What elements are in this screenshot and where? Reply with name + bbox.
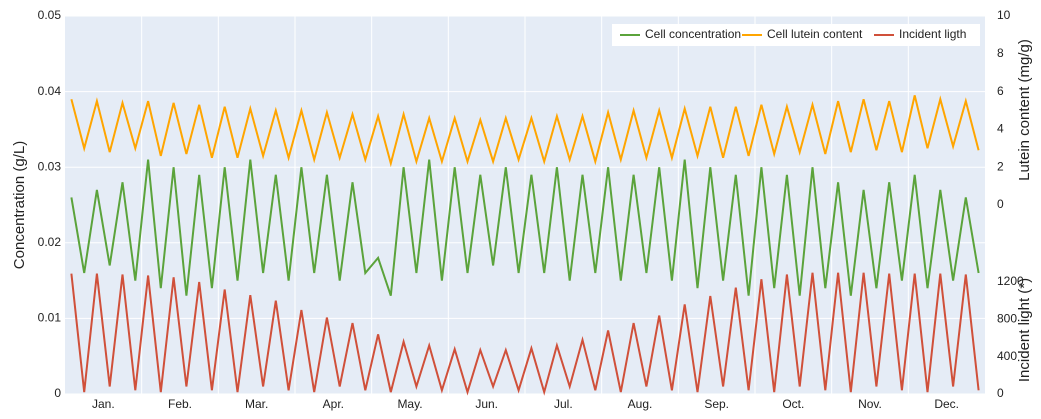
series-line <box>70 272 980 396</box>
y-axis-title: Concentration (g/L) <box>11 141 28 269</box>
legend-label: Cell concentration <box>645 27 741 41</box>
x-tick-label: Jan. <box>92 397 115 411</box>
y2-tick-label: 2 <box>997 159 1004 173</box>
y3-tick-label: 1200 <box>997 274 1024 288</box>
x-tick-label: Sep. <box>704 397 729 411</box>
x-tick-label: Oct. <box>782 397 804 411</box>
x-tick-label: Jun. <box>475 397 498 411</box>
series-line <box>70 159 980 297</box>
y2-axis-title: Lutein content (mg/g) <box>1016 39 1033 181</box>
legend-label: Incident ligth <box>899 27 966 41</box>
y3-tick-label: 0 <box>997 386 1004 400</box>
x-tick-label: Aug. <box>628 397 653 411</box>
y-tick-label: 0.03 <box>38 159 62 173</box>
y-tick-label: 0.01 <box>38 311 62 325</box>
x-tick-label: Dec. <box>934 397 959 411</box>
legend-label: Cell lutein content <box>767 27 863 41</box>
y2-tick-label: 10 <box>997 8 1011 22</box>
y-tick-label: 0.04 <box>38 84 62 98</box>
y2-tick-label: 0 <box>997 197 1004 211</box>
y2-tick-label: 6 <box>997 84 1004 98</box>
y3-tick-label: 800 <box>997 312 1017 326</box>
x-tick-label: Feb. <box>168 397 192 411</box>
y3-axis-title: Incident light (*) <box>1016 278 1033 382</box>
x-tick-label: Jul. <box>554 397 573 411</box>
x-tick-label: May. <box>397 397 422 411</box>
y-tick-label: 0.05 <box>38 8 62 22</box>
series-line <box>70 95 980 168</box>
y2-tick-label: 4 <box>997 122 1004 136</box>
y2-tick-label: 8 <box>997 46 1004 60</box>
x-tick-label: Nov. <box>858 397 882 411</box>
y-tick-label: 0 <box>54 386 61 400</box>
x-tick-label: Mar. <box>245 397 268 411</box>
y-tick-label: 0.02 <box>38 235 62 249</box>
x-tick-label: Apr. <box>323 397 344 411</box>
y3-tick-label: 400 <box>997 349 1017 363</box>
legend-box <box>612 24 980 46</box>
